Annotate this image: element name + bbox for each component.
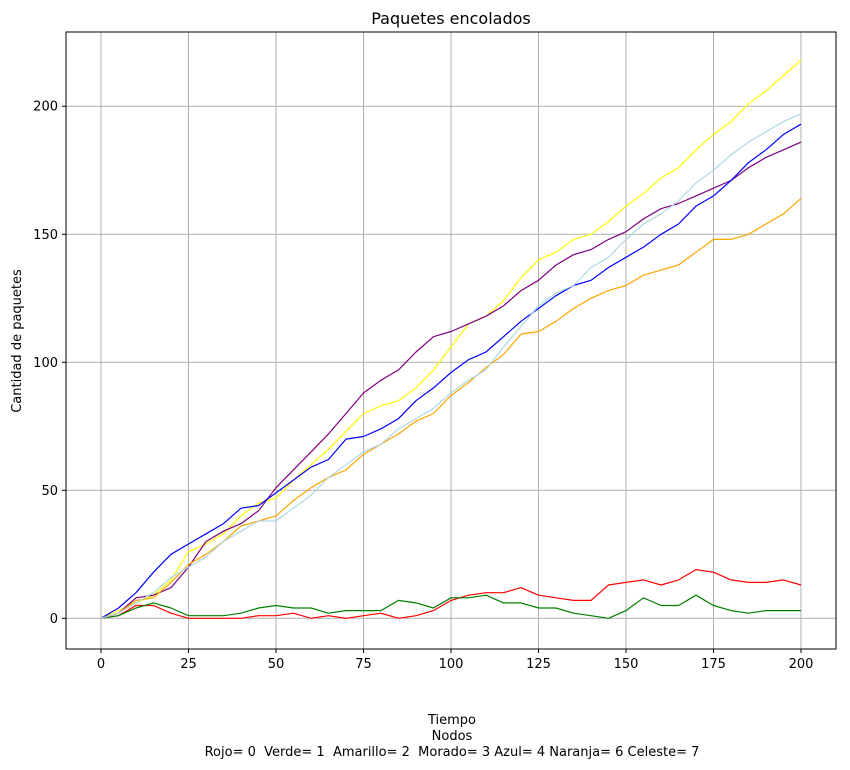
x-axis-label-legend: Rojo= 0 Verde= 1 Amarillo= 2 Morado= 3 A…: [205, 745, 700, 760]
x-tick-label: 175: [701, 657, 726, 672]
y-tick-label: 50: [41, 484, 58, 499]
y-tick-label: 200: [33, 100, 58, 115]
x-tick-label: 200: [789, 657, 814, 672]
axis-ticks: 0 25 50 75 100 125 150 175 200 0 50 100 150 200: [33, 100, 813, 672]
grid-lines: [66, 32, 836, 649]
x-tick-label: 100: [439, 657, 464, 672]
y-tick-label: 150: [33, 228, 58, 243]
x-axis-label-nodes: Nodos: [432, 729, 473, 744]
x-tick-label: 0: [97, 657, 105, 672]
series-line-1: [100, 594, 801, 619]
x-tick-label: 25: [180, 657, 197, 672]
series-line-3: [100, 141, 802, 619]
x-tick-label: 50: [268, 657, 285, 672]
series-lines: [100, 59, 802, 619]
x-tick-label: 75: [355, 657, 372, 672]
series-line-4: [100, 123, 802, 619]
series-line-2: [100, 59, 802, 619]
x-tick-label: 125: [526, 657, 551, 672]
y-tick-label: 100: [33, 356, 58, 371]
series-line-6: [100, 113, 802, 619]
x-axis-label: Tiempo: [427, 713, 476, 728]
chart-title: Paquetes encolados: [371, 9, 531, 28]
x-tick-label: 150: [614, 657, 639, 672]
series-line-0: [100, 568, 802, 619]
series-line-5: [100, 197, 802, 619]
y-axis-label: Cantidad de paquetes: [10, 269, 25, 413]
y-tick-label: 0: [50, 612, 58, 627]
